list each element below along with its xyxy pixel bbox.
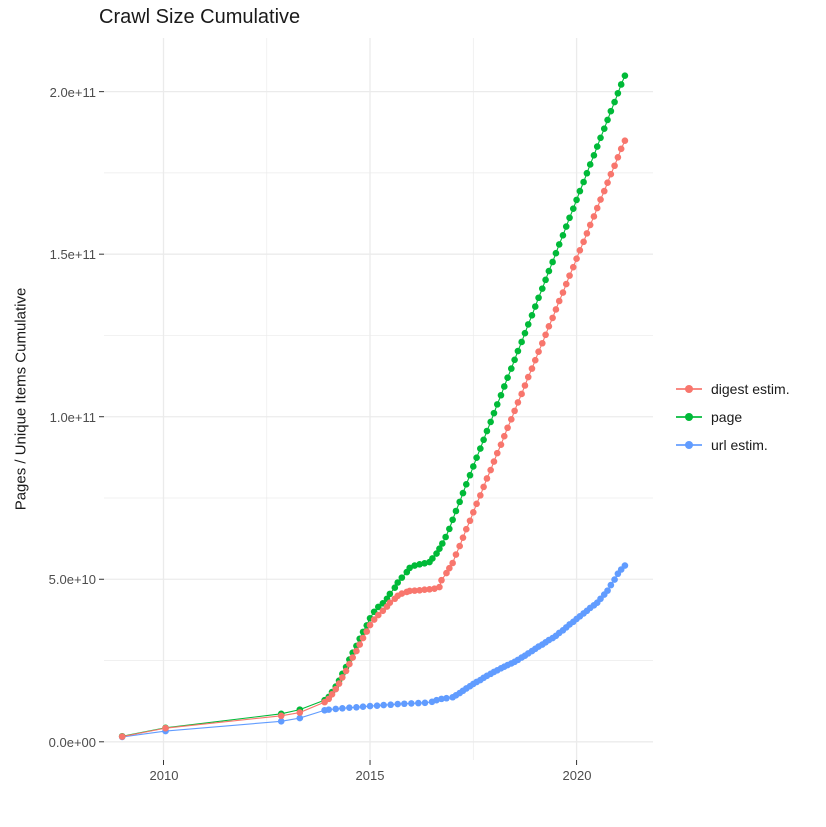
grid-lines xyxy=(104,38,653,760)
axis-ticks xyxy=(99,91,578,765)
legend-key-icon xyxy=(676,412,702,422)
chart-legend: digest estim. page url estim. xyxy=(676,380,790,464)
y-tick-label: 5.0e+10 xyxy=(48,572,96,587)
y-tick-label: 1.0e+11 xyxy=(49,410,96,425)
legend-key-icon xyxy=(676,440,702,450)
y-axis-title: Pages / Unique Items Cumulative xyxy=(12,287,30,511)
x-tick-label: 2020 xyxy=(562,768,592,783)
legend-item-digest-estim: digest estim. xyxy=(676,380,790,398)
y-tick-label: 0.0e+00 xyxy=(48,735,96,750)
legend-label: page xyxy=(711,409,743,425)
y-tick-label: 2.0e+11 xyxy=(49,85,96,100)
chart-title: Crawl Size Cumulative xyxy=(99,6,301,28)
legend-item-page: page xyxy=(676,408,790,426)
legend-label: url estim. xyxy=(711,437,768,453)
x-tick-label: 2010 xyxy=(149,768,179,783)
y-tick-label: 1.5e+11 xyxy=(49,247,96,262)
legend-item-url-estim: url estim. xyxy=(676,436,790,454)
series-page xyxy=(118,72,629,740)
legend-key-icon xyxy=(676,384,702,394)
series-digest-estim xyxy=(118,137,629,740)
legend-label: digest estim. xyxy=(711,381,790,397)
series-url-estim xyxy=(118,562,629,741)
x-tick-label: 2015 xyxy=(355,768,385,783)
